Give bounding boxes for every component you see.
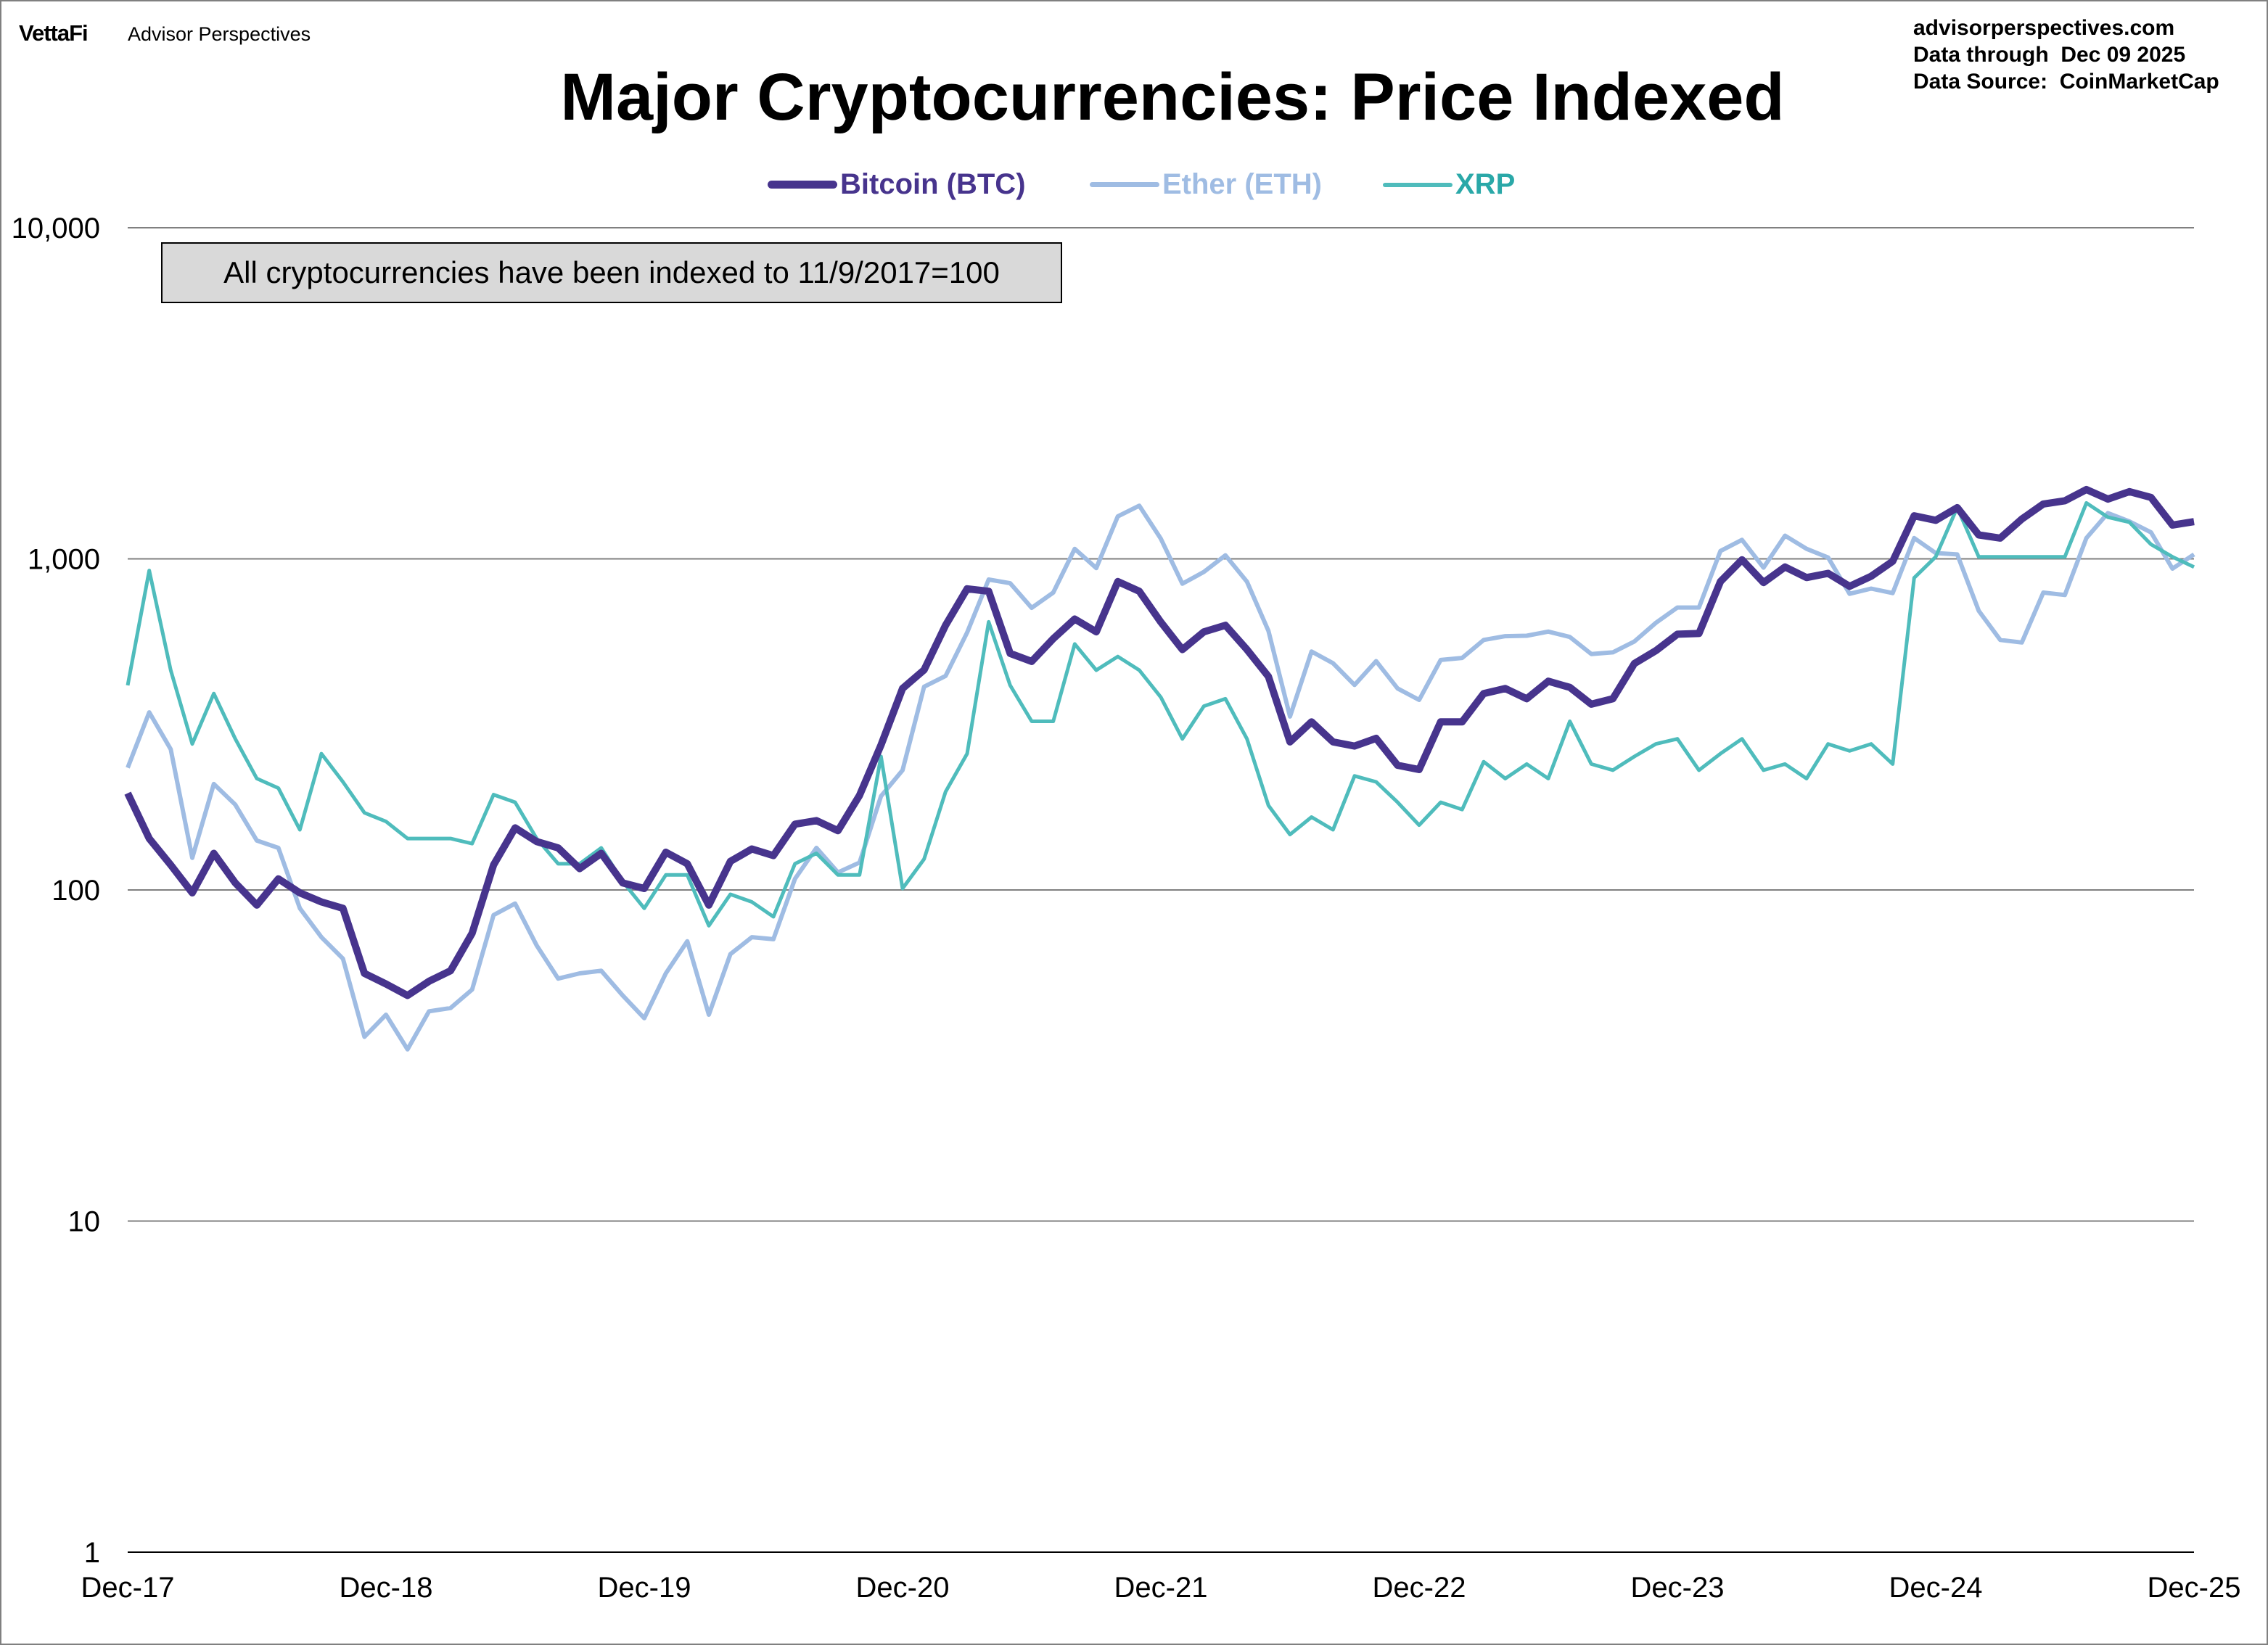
x-tick-label: Dec-22 <box>1373 1572 1466 1604</box>
chart-meta: advisorperspectives.com Data through Dec… <box>1913 15 2219 95</box>
legend-swatch-btc <box>768 181 837 189</box>
y-tick-label: 100 <box>52 875 100 907</box>
y-tick-label: 10,000 <box>12 213 100 244</box>
x-tick-label: Dec-21 <box>1114 1572 1208 1604</box>
data-through: Data through Dec 09 2025 <box>1913 43 2186 67</box>
series-line-xrp <box>126 500 2195 928</box>
vettafi-logo: VettaFi <box>19 20 89 46</box>
x-tick-label: Dec-18 <box>340 1572 433 1604</box>
legend-label-eth: Ether (ETH) <box>1162 168 1322 200</box>
series-line-bitcoin <box>124 485 2195 999</box>
index-annotation: All cryptocurrencies have been indexed t… <box>161 242 1062 303</box>
data-source: Data Source: CoinMarketCap <box>1913 70 2219 94</box>
legend-label-btc: Bitcoin (BTC) <box>840 168 1026 200</box>
x-tick-label: Dec-23 <box>1631 1572 1725 1604</box>
legend-item-xrp: XRP <box>1383 168 1515 201</box>
legend-swatch-xrp <box>1383 182 1453 187</box>
y-tick-label: 1 <box>84 1537 100 1569</box>
site-url: advisorperspectives.com <box>1913 16 2175 40</box>
legend: Bitcoin (BTC) Ether (ETH) XRP <box>0 168 2268 205</box>
x-tick-label: Dec-19 <box>598 1572 691 1604</box>
legend-swatch-eth <box>1090 182 1159 187</box>
x-tick-label: Dec-17 <box>81 1572 175 1604</box>
series-line-ether <box>126 503 2195 1052</box>
y-tick-label: 10 <box>68 1206 101 1238</box>
legend-item-eth: Ether (ETH) <box>1090 168 1322 201</box>
x-tick-label: Dec-25 <box>2148 1572 2241 1604</box>
chart-title: Major Cryptocurrencies: Price Indexed <box>560 60 1785 134</box>
y-tick-label: 1,000 <box>28 544 100 576</box>
x-tick-label: Dec-20 <box>856 1572 950 1604</box>
x-tick-label: Dec-24 <box>1889 1572 1983 1604</box>
legend-label-xrp: XRP <box>1455 168 1516 200</box>
legend-item-btc: Bitcoin (BTC) <box>768 168 1026 201</box>
brand-name: Advisor Perspectives <box>128 23 311 45</box>
